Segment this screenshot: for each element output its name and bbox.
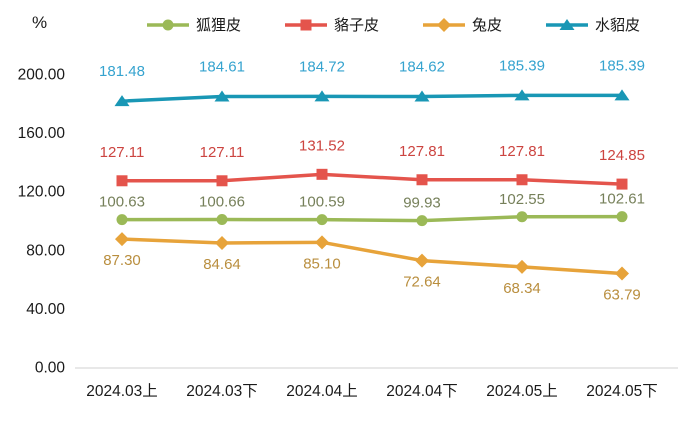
- data-label: 184.61: [199, 59, 245, 76]
- series-marker-triangle: [614, 89, 630, 101]
- series-marker-circle: [416, 215, 428, 227]
- legend: 狐狸皮 貉子皮 兔皮 水貂皮: [96, 14, 691, 35]
- series-line: [120, 214, 624, 223]
- x-tick-label: 2024.04下: [386, 383, 458, 400]
- series-marker-square: [216, 175, 228, 187]
- y-axis-unit-label: %: [32, 13, 48, 32]
- data-label: 127.11: [100, 144, 145, 161]
- series-marker-square: [300, 19, 312, 30]
- series-marker-square: [316, 168, 328, 180]
- series-0: [116, 211, 628, 227]
- x-tick-label: 2024.05下: [586, 383, 658, 400]
- y-tick-label: 120.00: [18, 184, 66, 201]
- y-tick-label: 200.00: [18, 67, 66, 84]
- legend-label: 狐狸皮: [195, 17, 241, 34]
- series-line: [120, 93, 624, 103]
- series-marker-triangle: [514, 89, 530, 101]
- legend-label: 貉子皮: [333, 17, 379, 34]
- data-label: 185.39: [499, 57, 545, 74]
- series-marker-triangle: [314, 90, 330, 102]
- data-label: 87.30: [103, 252, 141, 269]
- series-line: [120, 237, 624, 276]
- data-label: 185.39: [599, 57, 645, 74]
- data-label: 102.61: [599, 191, 645, 208]
- x-tick-label: 2024.04上: [286, 382, 358, 400]
- data-label: 127.81: [499, 143, 545, 160]
- series-marker-square: [516, 174, 528, 186]
- series-marker-diamond: [315, 235, 329, 250]
- series-marker-diamond: [437, 17, 451, 32]
- data-label: 63.79: [603, 287, 641, 304]
- series-marker-diamond: [215, 236, 229, 251]
- series-marker-square: [116, 175, 128, 187]
- series-marker-triangle: [559, 18, 575, 30]
- series-1: [116, 168, 628, 190]
- series-marker-triangle: [414, 90, 430, 102]
- y-tick-label: 40.00: [26, 301, 65, 318]
- y-tick-label: 160.00: [18, 125, 66, 142]
- data-label: 100.59: [299, 194, 345, 211]
- legend-triangle-marker-icon: [546, 18, 589, 30]
- legend-label: 兔皮: [472, 17, 503, 34]
- series-marker-circle: [616, 211, 628, 223]
- data-label: 131.52: [299, 137, 345, 154]
- series-marker-circle: [216, 214, 228, 226]
- series-marker-circle: [316, 214, 328, 226]
- series-marker-square: [416, 174, 428, 186]
- series-marker-circle: [116, 214, 128, 226]
- legend-label: 水貂皮: [595, 17, 641, 34]
- series-2: [115, 232, 629, 281]
- series-marker-triangle: [214, 90, 230, 102]
- series-marker-triangle: [114, 95, 130, 107]
- legend-item-0: 狐狸皮: [146, 14, 241, 35]
- x-tick-label: 2024.05上: [486, 382, 558, 400]
- series-marker-circle: [162, 19, 174, 30]
- y-tick-label: 0.00: [35, 360, 66, 377]
- x-tick-label: 2024.03上: [86, 382, 158, 400]
- series-marker-diamond: [415, 253, 429, 268]
- data-label: 100.66: [199, 194, 245, 211]
- legend-item-3: 水貂皮: [546, 14, 640, 35]
- series-line: [120, 172, 624, 186]
- data-label: 127.81: [399, 143, 445, 160]
- data-label: 99.93: [403, 195, 441, 212]
- y-tick-label: 80.00: [26, 242, 65, 259]
- data-label: 85.10: [303, 255, 341, 272]
- data-label: 72.64: [403, 274, 441, 291]
- series-marker-diamond: [615, 266, 629, 281]
- data-label: 124.85: [599, 147, 645, 164]
- data-label: 102.55: [499, 191, 545, 208]
- series-marker-diamond: [515, 259, 529, 274]
- data-label: 127.11: [200, 144, 245, 161]
- legend-item-2: 兔皮: [423, 14, 502, 35]
- data-label: 181.48: [99, 63, 145, 80]
- x-tick-label: 2024.03下: [186, 383, 258, 400]
- series-3: [114, 89, 630, 107]
- legend-square-marker-icon: [284, 19, 327, 30]
- legend-item-1: 貉子皮: [284, 14, 379, 35]
- data-label: 100.63: [99, 194, 145, 211]
- data-label: 84.64: [203, 256, 241, 273]
- data-label: 68.34: [503, 280, 541, 297]
- legend-diamond-marker-icon: [423, 17, 465, 32]
- series-marker-diamond: [115, 232, 129, 247]
- series-marker-square: [616, 178, 628, 190]
- legend-circle-marker-icon: [146, 19, 189, 30]
- series-marker-circle: [516, 211, 528, 223]
- data-label: 184.62: [399, 59, 445, 76]
- data-label: 184.72: [299, 58, 345, 75]
